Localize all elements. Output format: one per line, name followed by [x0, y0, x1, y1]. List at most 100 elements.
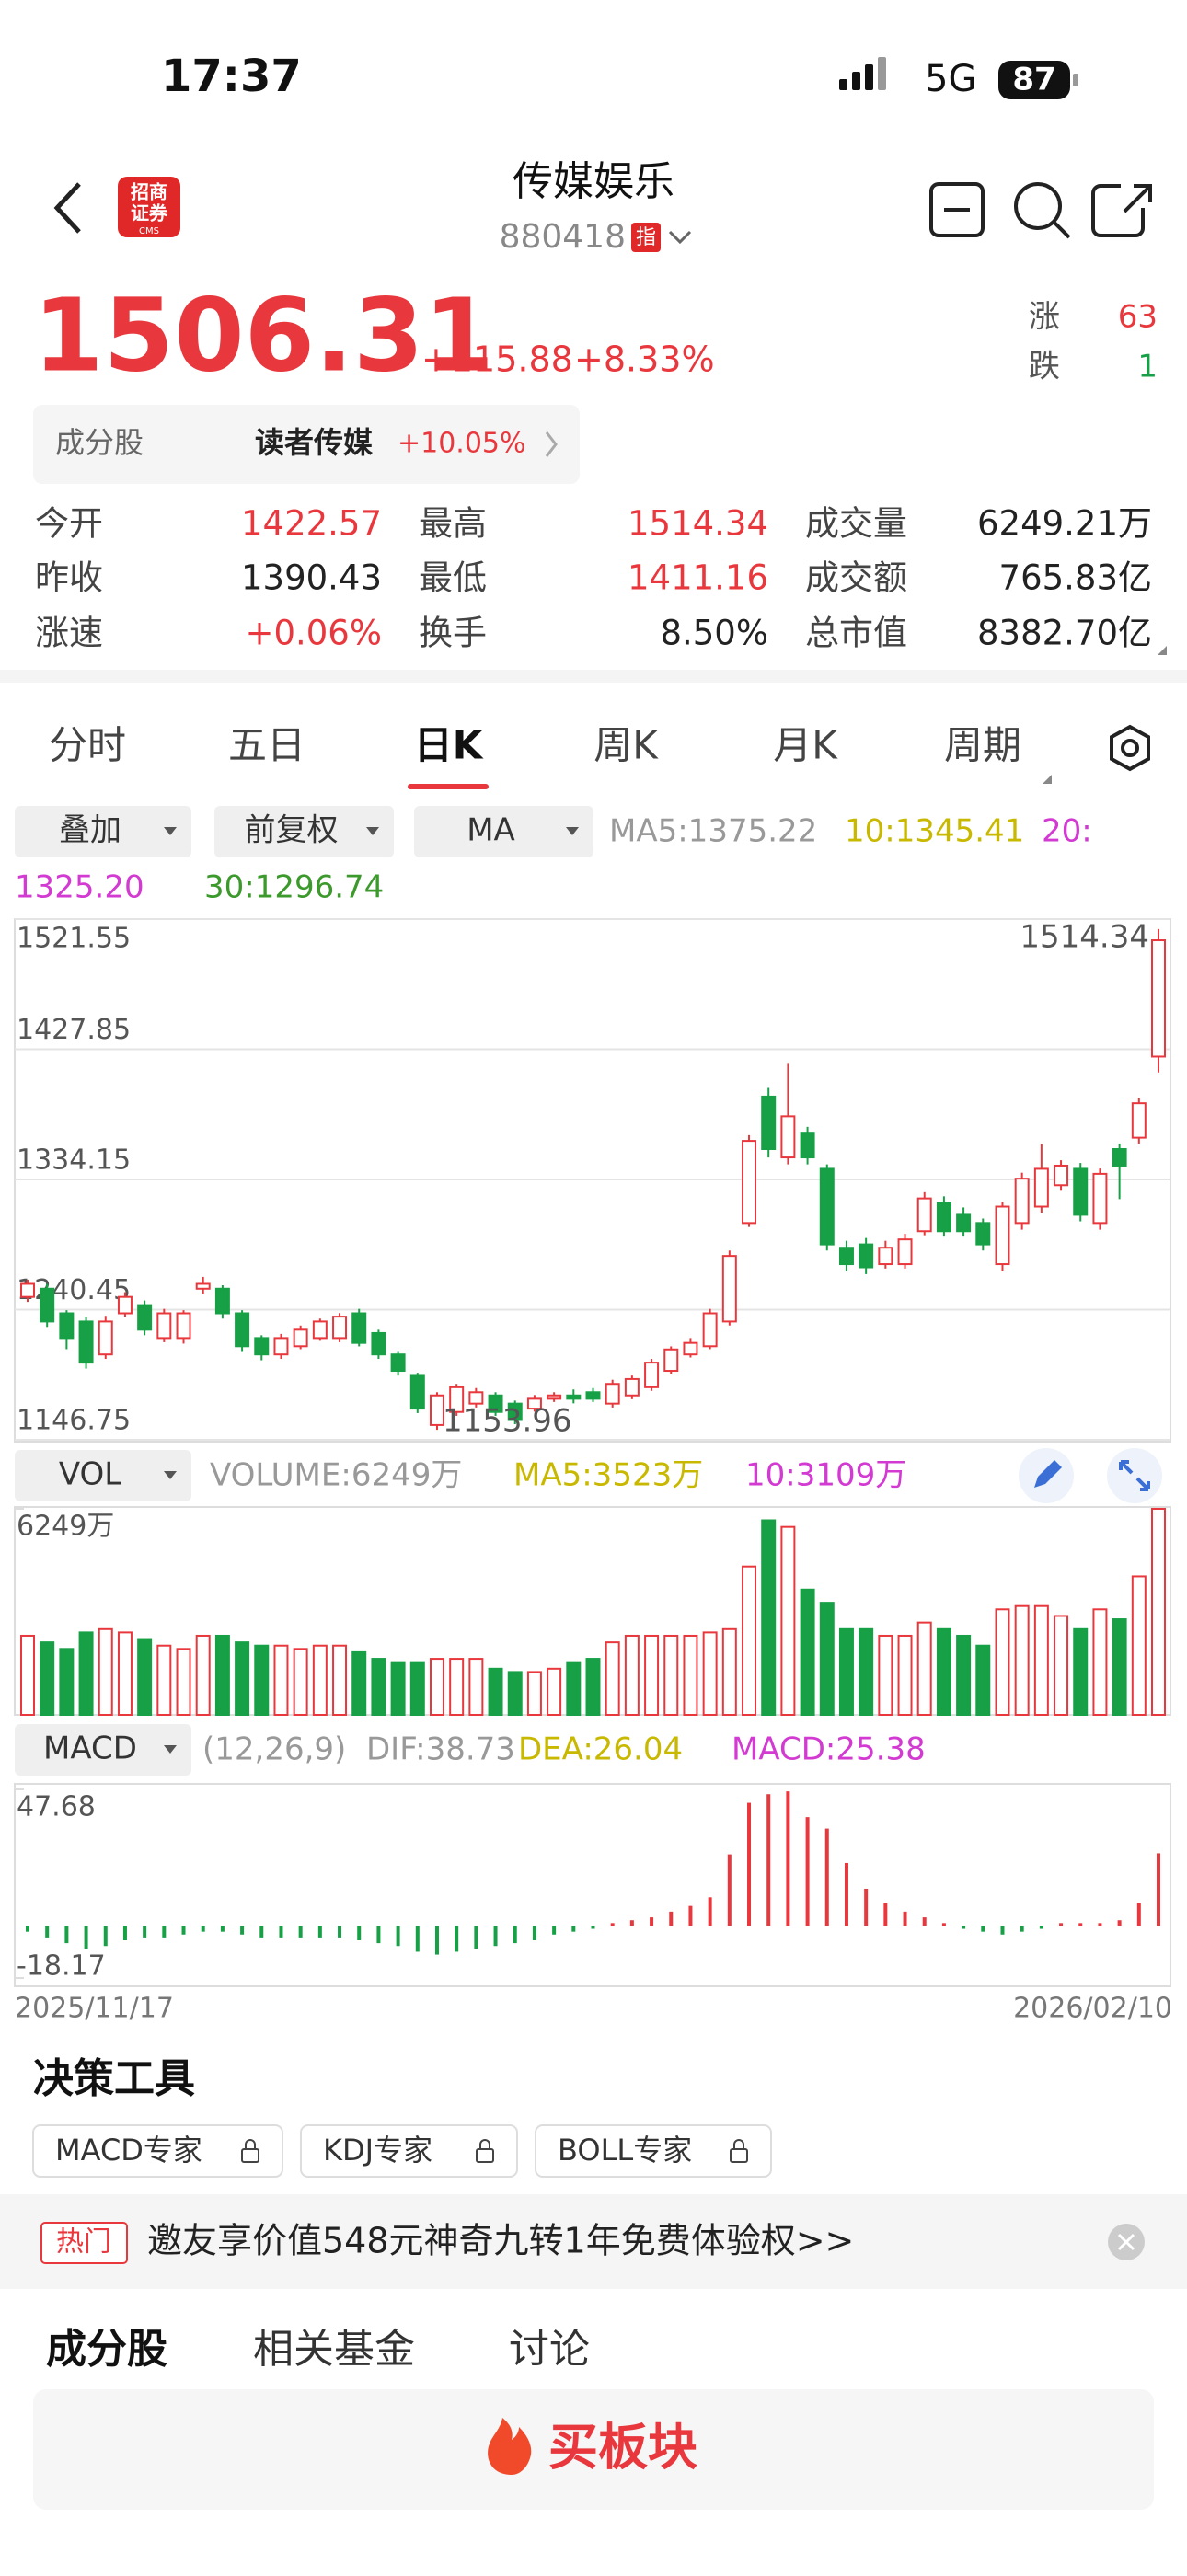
- component-box[interactable]: [33, 405, 580, 484]
- active-tab-indicator: [408, 784, 489, 789]
- page-title: 传媒娱乐: [513, 158, 674, 205]
- macd-bar: [766, 1794, 771, 1926]
- macd-bar: [1157, 1853, 1160, 1926]
- candle-body: [176, 1312, 191, 1340]
- candle-body: [20, 1282, 35, 1298]
- macd-bar: [45, 1926, 50, 1938]
- dropdown[interactable]: [15, 1724, 191, 1776]
- minimize-button[interactable]: [929, 182, 985, 237]
- candle-body: [59, 1312, 75, 1340]
- banner[interactable]: [0, 2194, 1187, 2289]
- tool-button[interactable]: [535, 2124, 772, 2178]
- stat-label: 今开: [35, 504, 103, 544]
- y-tick-label: -18.17: [17, 1950, 106, 1983]
- up-label: 涨: [1029, 299, 1060, 336]
- macd-bar: [513, 1926, 517, 1944]
- buy-button[interactable]: [33, 2389, 1154, 2510]
- volume-bar: [137, 1638, 153, 1716]
- candle-body: [585, 1391, 601, 1400]
- dropdown[interactable]: [414, 806, 594, 857]
- candle-body: [878, 1247, 893, 1266]
- lock-shackle: [733, 2139, 744, 2149]
- bottom-tab[interactable]: 讨论: [509, 2326, 590, 2373]
- candle-body: [78, 1320, 94, 1364]
- volume-bar: [176, 1648, 191, 1716]
- volume-bar: [1112, 1618, 1127, 1716]
- candle-body: [351, 1312, 367, 1344]
- period-tab[interactable]: 周期: [944, 723, 1021, 768]
- battery: [998, 61, 1070, 99]
- period-tab[interactable]: 分时: [49, 723, 126, 768]
- macd-bar: [338, 1926, 342, 1938]
- macd-bar: [162, 1926, 167, 1938]
- macd-bar: [455, 1926, 459, 1952]
- volume-bar: [605, 1641, 620, 1717]
- candle-body: [449, 1386, 465, 1413]
- macd-bar: [708, 1897, 712, 1926]
- period-tab[interactable]: 五日: [228, 723, 305, 768]
- dropdown[interactable]: [15, 1450, 191, 1501]
- period-tab[interactable]: 月K: [773, 723, 838, 768]
- candle-body: [1092, 1172, 1108, 1225]
- search-button[interactable]: [1014, 182, 1062, 230]
- stat-label: 最低: [419, 558, 487, 598]
- code-dropdown[interactable]: [668, 230, 692, 245]
- index-code: 880418: [500, 218, 626, 256]
- dropdown-label: MACD: [43, 1731, 137, 1767]
- back-button[interactable]: [53, 182, 81, 234]
- candle-body: [293, 1328, 308, 1348]
- logo-text: CMS: [139, 226, 159, 236]
- stat-value: 1411.16: [628, 558, 768, 598]
- candle-body: [40, 1287, 55, 1323]
- period-tab[interactable]: 日K: [414, 723, 484, 768]
- candle-body: [371, 1331, 386, 1356]
- macd-chart-frame: [14, 1783, 1171, 1987]
- stat-label: 换手: [419, 614, 487, 653]
- dropdown[interactable]: [15, 806, 191, 857]
- volume-bar: [897, 1634, 913, 1716]
- macd-bar: [629, 1920, 634, 1926]
- stat-value: 765.83亿: [999, 558, 1152, 598]
- dropdown-arrow: [366, 827, 379, 835]
- volume-bar: [20, 1634, 35, 1716]
- bottom-tab[interactable]: 成分股: [46, 2326, 167, 2373]
- stat-label: 总市值: [805, 614, 907, 653]
- volume-bar: [156, 1644, 172, 1717]
- dropdown-arrow: [164, 1471, 177, 1479]
- period-tab[interactable]: 周K: [594, 723, 659, 768]
- period-tabs: 分时 五日 日K 周K 月K 周期: [49, 723, 1052, 789]
- volume-bar: [351, 1650, 367, 1716]
- candle-body: [98, 1320, 113, 1356]
- dropdown[interactable]: [214, 806, 394, 857]
- candle-body: [409, 1374, 425, 1410]
- share-button[interactable]: [1091, 184, 1152, 237]
- macd-bar: [357, 1926, 362, 1940]
- candle-body: [995, 1205, 1010, 1266]
- macd-bar: [591, 1926, 595, 1929]
- tool-button-label: KDJ专家: [323, 2133, 432, 2168]
- bottom-tab[interactable]: 相关基金: [253, 2326, 415, 2373]
- indicator-controls: 叠加 前复权 MA MA5:1375.22 10:1345.41 20: 1325.20 30…: [15, 806, 1092, 1776]
- lock-icon: [730, 2148, 748, 2163]
- candle-body: [156, 1312, 172, 1340]
- macd-bar: [844, 1862, 848, 1926]
- tool-button[interactable]: [32, 2124, 283, 2178]
- macd-indicator: MACD:25.38: [732, 1731, 926, 1768]
- volume-bar: [956, 1634, 972, 1716]
- settings-button[interactable]: [1110, 724, 1150, 772]
- macd-bar: [962, 1926, 966, 1929]
- last-price: 1506.31: [33, 276, 494, 394]
- macd-bar: [941, 1923, 946, 1926]
- battery-level: 87: [1012, 62, 1055, 98]
- tool-button[interactable]: [300, 2124, 518, 2178]
- candle-body: [956, 1213, 972, 1233]
- y-tick-label: 1146.75: [17, 1405, 131, 1437]
- divider: [0, 670, 1187, 683]
- stat-label: 成交额: [805, 558, 907, 598]
- expand-button[interactable]: [1107, 1448, 1162, 1503]
- volume-bar: [547, 1667, 562, 1716]
- macd-bar: [1059, 1923, 1064, 1926]
- stat-value: 8382.70亿: [977, 614, 1152, 653]
- banner-text: 邀友享价值548元神奇九转1年免费体验权>>: [147, 2221, 854, 2261]
- candle-body: [235, 1312, 250, 1348]
